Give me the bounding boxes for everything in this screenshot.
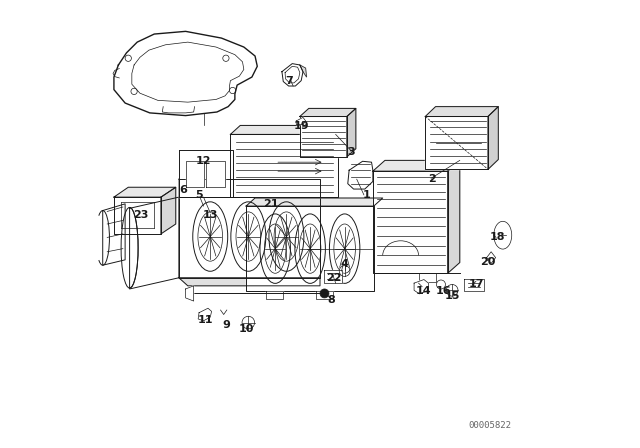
Text: 13: 13 — [202, 210, 218, 220]
Polygon shape — [114, 197, 161, 234]
Polygon shape — [316, 291, 333, 299]
Polygon shape — [179, 278, 320, 286]
Polygon shape — [130, 197, 179, 289]
Polygon shape — [103, 204, 125, 265]
Text: 6: 6 — [179, 185, 188, 195]
Text: 18: 18 — [489, 233, 505, 242]
Polygon shape — [246, 198, 383, 206]
Text: 23: 23 — [133, 210, 148, 220]
Polygon shape — [266, 291, 284, 299]
Polygon shape — [206, 161, 225, 187]
Polygon shape — [300, 116, 347, 157]
Text: 5: 5 — [195, 190, 203, 200]
Text: 7: 7 — [285, 76, 292, 86]
Text: 4: 4 — [340, 259, 349, 269]
Polygon shape — [179, 171, 320, 197]
Polygon shape — [347, 108, 356, 157]
Polygon shape — [414, 280, 428, 294]
Polygon shape — [179, 197, 320, 278]
Polygon shape — [425, 107, 499, 116]
Text: 14: 14 — [415, 286, 431, 296]
Polygon shape — [114, 31, 257, 116]
Polygon shape — [179, 150, 233, 197]
Text: 2: 2 — [428, 174, 436, 184]
Polygon shape — [300, 108, 356, 116]
Polygon shape — [419, 273, 436, 282]
Text: 10: 10 — [238, 324, 254, 334]
Polygon shape — [488, 107, 499, 169]
Text: 21: 21 — [263, 199, 278, 209]
Polygon shape — [246, 206, 374, 291]
Polygon shape — [348, 161, 373, 189]
Polygon shape — [373, 160, 460, 171]
Text: 1: 1 — [363, 190, 371, 200]
Polygon shape — [198, 308, 212, 321]
Polygon shape — [161, 187, 176, 234]
Text: 11: 11 — [198, 315, 214, 325]
Text: 8: 8 — [327, 295, 335, 305]
Polygon shape — [179, 179, 320, 197]
Text: 16: 16 — [435, 286, 451, 296]
Polygon shape — [324, 270, 342, 283]
Text: 3: 3 — [348, 147, 355, 157]
Text: 12: 12 — [196, 156, 211, 166]
Polygon shape — [282, 64, 303, 86]
Polygon shape — [114, 187, 176, 197]
Text: 19: 19 — [293, 121, 309, 131]
Polygon shape — [425, 116, 488, 169]
Text: 17: 17 — [469, 280, 484, 289]
Text: 20: 20 — [480, 257, 496, 267]
Polygon shape — [464, 279, 484, 291]
Polygon shape — [373, 171, 448, 273]
Text: 00005822: 00005822 — [468, 421, 512, 430]
Polygon shape — [230, 134, 338, 197]
Text: 9: 9 — [222, 320, 230, 330]
Polygon shape — [448, 160, 460, 273]
Polygon shape — [186, 161, 204, 187]
Polygon shape — [300, 65, 307, 77]
Text: 15: 15 — [444, 291, 460, 301]
Polygon shape — [230, 125, 348, 134]
Polygon shape — [296, 117, 306, 125]
Polygon shape — [186, 286, 194, 301]
Circle shape — [320, 289, 329, 298]
Text: 22: 22 — [326, 273, 341, 283]
